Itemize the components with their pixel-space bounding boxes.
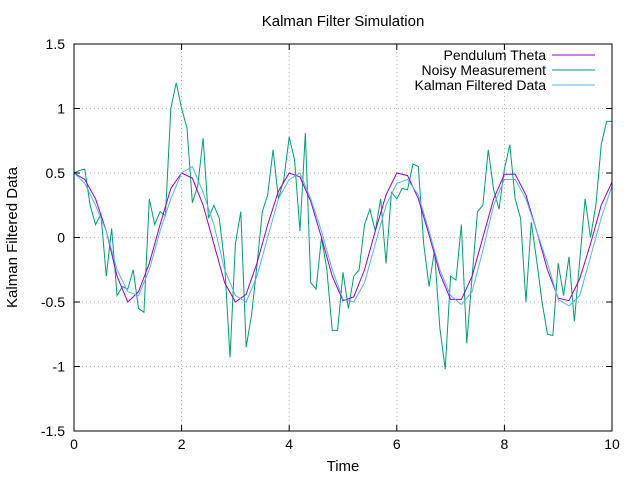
y-axis-label: Kalman Filtered Data xyxy=(4,166,21,308)
y-tick-label: 1 xyxy=(57,101,65,117)
x-tick-label: 8 xyxy=(501,436,509,452)
y-tick-label: 0.5 xyxy=(46,165,66,181)
legend-label: Noisy Measurement xyxy=(422,62,547,78)
x-axis-label: Time xyxy=(327,458,360,475)
y-tick-label: 0 xyxy=(57,230,65,246)
x-tick-label: 4 xyxy=(285,436,293,452)
series-line-pendulum-theta xyxy=(73,172,613,303)
ticks xyxy=(73,43,613,432)
legend-label: Kalman Filtered Data xyxy=(414,77,546,93)
legend-label: Pendulum Theta xyxy=(444,47,547,63)
x-tick-label: 10 xyxy=(604,436,620,452)
series-line-kalman-filtered-data xyxy=(73,165,613,307)
y-tick-label: -0.5 xyxy=(41,294,65,310)
chart-title: Kalman Filter Simulation xyxy=(262,13,425,30)
y-tick-label: 1.5 xyxy=(46,36,66,52)
x-tick-label: 2 xyxy=(178,436,186,452)
x-tick-label: 6 xyxy=(393,436,401,452)
series-layer xyxy=(73,82,613,370)
x-tick-label: 0 xyxy=(70,436,78,452)
tick-labels: 0 2 4 6 8 10 -1.5 -1 -0.5 0 0.5 1 1.5 xyxy=(41,36,620,452)
y-tick-label: -1.5 xyxy=(41,423,65,439)
y-tick-label: -1 xyxy=(53,359,66,375)
